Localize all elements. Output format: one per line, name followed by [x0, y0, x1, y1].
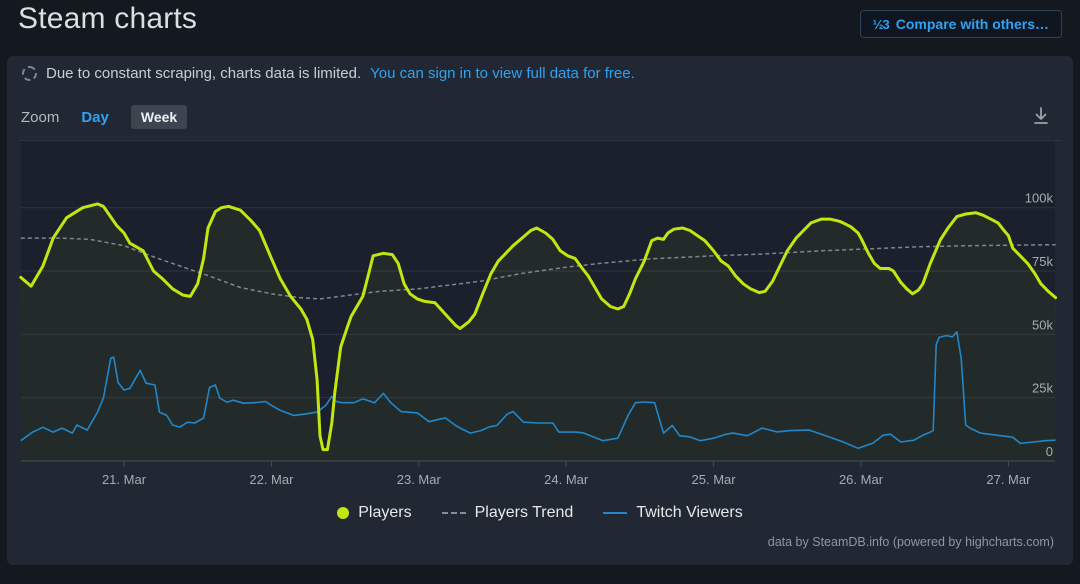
notice-text: Due to constant scraping, charts data is… [46, 65, 362, 82]
legend-item-players[interactable]: Players [337, 504, 412, 522]
legend-label: Twitch Viewers [636, 504, 743, 521]
zoom-label: Zoom [21, 108, 60, 126]
page-title: Steam charts [18, 2, 198, 35]
chart-legend: Players Players Trend Twitch Viewers [7, 504, 1073, 522]
chart-credits[interactable]: data by SteamDB.info (powered by highcha… [767, 535, 1054, 549]
legend-label: Players Trend [474, 504, 574, 521]
twitch-marker-icon [603, 512, 628, 514]
toolbar-divider [19, 140, 1061, 141]
legend-item-players-trend[interactable]: Players Trend [441, 504, 574, 522]
compare-button-label: Compare with others… [895, 16, 1049, 32]
scraping-notice: Due to constant scraping, charts data is… [22, 65, 635, 82]
compare-with-others-button[interactable]: ½3 Compare with others… [859, 10, 1062, 38]
trend-marker-icon [441, 512, 466, 514]
players-marker-icon [337, 507, 350, 519]
sign-in-link[interactable]: You can sign in to view full data for fr… [370, 65, 635, 82]
download-icon[interactable] [1029, 104, 1053, 128]
chart-card: Due to constant scraping, charts data is… [7, 56, 1073, 565]
zoom-option-day[interactable]: Day [81, 108, 109, 126]
legend-label: Players [358, 504, 412, 521]
legend-item-twitch-viewers[interactable]: Twitch Viewers [603, 504, 743, 522]
zoom-option-week[interactable]: Week [130, 105, 188, 129]
zoom-controls: Zoom Day Week [21, 102, 188, 132]
dashed-circle-icon [22, 66, 37, 81]
compare-icon: ½3 [872, 16, 890, 32]
